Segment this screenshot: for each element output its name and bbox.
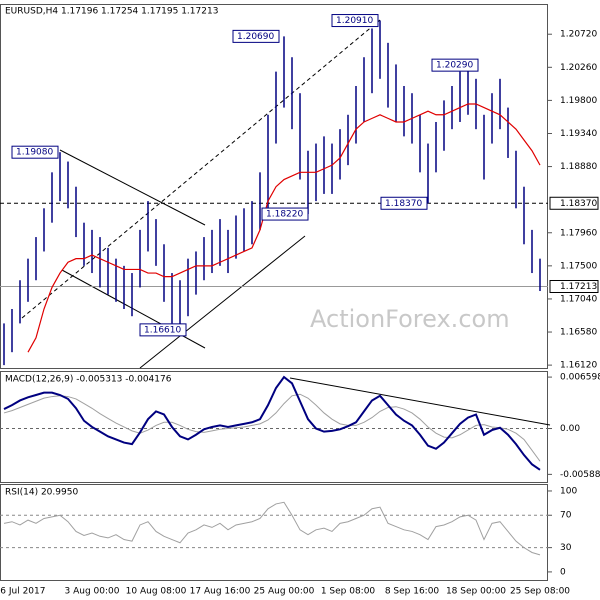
- macd-panel: [0, 371, 548, 483]
- y-tick-label: 0.006598: [560, 373, 600, 383]
- annotation-box: [331, 14, 379, 28]
- y-tick-label: 1.20720: [560, 30, 597, 40]
- x-tick-label: 18 Sep 00:00: [446, 587, 506, 597]
- annotation-box: [261, 207, 309, 221]
- price-panel: [0, 4, 548, 369]
- annotation-box: [380, 196, 428, 210]
- x-tick-label: 10 Aug 08:00: [126, 587, 187, 597]
- annotation-label: 1.20290: [436, 61, 473, 71]
- x-tick-label: 1 Sep 08:00: [321, 587, 376, 597]
- y-tick-label: 30: [560, 543, 572, 553]
- y-tick-label: -0.00588: [560, 470, 600, 480]
- macd-trend-line: [289, 377, 551, 426]
- trend-line: [139, 235, 306, 369]
- level-label: 1.18370: [560, 199, 597, 209]
- watermark: ActionForex.com: [310, 305, 510, 333]
- y-tick-label: 0.00: [560, 424, 580, 434]
- annotation-label: 1.18220: [266, 210, 303, 220]
- annotation-box: [139, 323, 187, 337]
- y-tick-label: 1.20260: [560, 63, 597, 73]
- moving-average: [27, 103, 541, 353]
- x-tick-label: 25 Aug 00:00: [254, 587, 315, 597]
- y-tick-label: 100: [560, 486, 577, 496]
- y-tick-label: 1.19800: [560, 96, 597, 106]
- rsi-panel: [0, 484, 548, 581]
- y-tick-label: 1.17040: [560, 294, 597, 304]
- rsi-title: RSI(14) 20.9950: [5, 488, 78, 498]
- y-tick-label: 70: [560, 511, 572, 521]
- x-tick-label: 17 Aug 16:00: [190, 587, 251, 597]
- x-tick-label: 25 Sep 08:00: [510, 587, 570, 597]
- annotation-label: 1.18370: [385, 199, 422, 209]
- x-tick-label: 26 Jul 2017: [0, 587, 45, 597]
- annotation-label: 1.20690: [237, 32, 274, 42]
- y-tick-label: 1.16120: [560, 361, 597, 371]
- macd-title: MACD(12,26,9) -0.005313 -0.004176: [5, 375, 172, 385]
- y-tick-label: 1.18880: [560, 162, 597, 172]
- y-tick-label: 1.19340: [560, 129, 597, 139]
- signal-line: [3, 393, 541, 462]
- y-tick-label: 1.16580: [560, 328, 597, 338]
- annotation-box: [431, 58, 479, 72]
- macd-line: [3, 375, 541, 471]
- level-box: [549, 279, 599, 293]
- level-box: [549, 196, 599, 210]
- annotation-label: 1.19080: [16, 148, 53, 158]
- rsi-line: [3, 501, 541, 556]
- price-title: EURUSD,H4 1.17196 1.17254 1.17195 1.1721…: [5, 7, 218, 17]
- x-tick-label: 8 Sep 16:00: [385, 587, 440, 597]
- annotation-label: 1.16610: [144, 325, 181, 335]
- y-tick-label: 0: [560, 567, 566, 577]
- trend-line: [59, 149, 206, 226]
- level-label: 1.17213: [560, 282, 597, 292]
- y-tick-label: 1.17500: [560, 261, 597, 271]
- annotation-label: 1.20910: [336, 16, 373, 26]
- annotation-box: [11, 145, 59, 159]
- x-tick-label: 3 Aug 00:00: [65, 587, 120, 597]
- annotation-box: [232, 29, 280, 43]
- y-tick-label: 1.17960: [560, 228, 597, 238]
- trend-line: [21, 19, 381, 319]
